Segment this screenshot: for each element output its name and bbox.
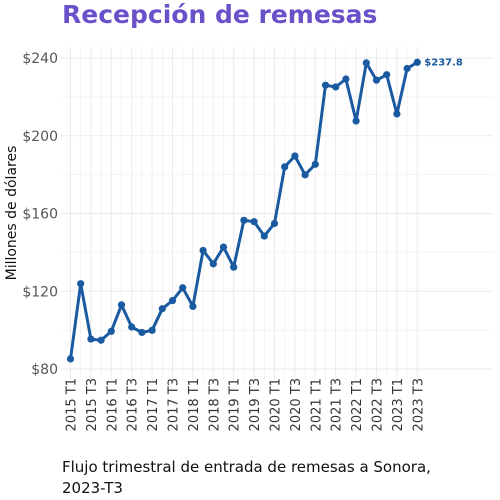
data-point [199, 246, 207, 255]
y-tick-label: $200 [22, 129, 58, 145]
x-tick-label: 2018 T3 [207, 378, 222, 431]
data-point [179, 284, 187, 292]
data-point [372, 76, 381, 84]
data-point [158, 305, 166, 313]
end-value-label: $237.8 [424, 57, 463, 68]
y-tick-label: $120 [22, 284, 58, 300]
data-point [291, 152, 299, 160]
data-point [311, 160, 319, 168]
data-point [107, 327, 115, 335]
data-point [342, 75, 350, 83]
x-tick-label: 2021 T1 [309, 378, 324, 431]
data-point [87, 335, 95, 343]
data-point [332, 83, 340, 91]
x-tick-label: 2019 T3 [248, 378, 263, 431]
data-point [230, 263, 238, 271]
data-point [219, 243, 228, 251]
data-point [301, 171, 309, 179]
x-tick-label: 2017 T1 [146, 378, 161, 431]
data-point [209, 260, 217, 268]
data-point [97, 336, 105, 344]
data-point [148, 326, 156, 334]
x-tick-label: 2016 T3 [126, 378, 141, 431]
data-point [362, 59, 370, 67]
data-point [413, 58, 421, 66]
data-point [352, 117, 360, 125]
data-point [281, 163, 289, 171]
x-tick-label: 2020 T3 [289, 378, 304, 431]
data-point [168, 296, 177, 305]
data-point [260, 232, 268, 240]
data-point [383, 71, 391, 79]
data-point [270, 219, 279, 228]
x-tick-label: 2023 T3 [411, 378, 426, 431]
data-point [189, 302, 197, 311]
y-axis-ticks: $80 $120 $160 $200 $240 [22, 51, 58, 378]
data-point [138, 328, 146, 337]
y-axis-label: Millones de dólares [4, 146, 20, 281]
page-title: Recepción de remesas [62, 0, 378, 29]
data-point [77, 280, 85, 288]
data-point [250, 218, 258, 226]
series-layer [66, 58, 421, 363]
x-tick-label: 2023 T1 [391, 378, 406, 431]
chart-caption: Flujo trimestral de entrada de remesas a… [62, 458, 431, 497]
data-point [240, 216, 248, 224]
x-tick-label: 2020 T1 [269, 378, 284, 431]
data-point [117, 301, 126, 309]
x-tick-label: 2015 T3 [85, 378, 100, 431]
data-point [66, 355, 75, 363]
data-point [321, 81, 330, 89]
y-tick-label: $160 [22, 207, 58, 223]
x-tick-label: 2015 T1 [65, 378, 80, 431]
x-tick-label: 2022 T1 [350, 378, 365, 431]
grid [61, 47, 493, 380]
x-tick-label: 2021 T3 [330, 378, 345, 431]
x-tick-label: 2017 T3 [167, 378, 182, 431]
x-tick-label: 2022 T3 [371, 378, 386, 431]
data-point [128, 323, 136, 331]
y-tick-label: $240 [22, 51, 58, 67]
x-tick-label: 2016 T1 [105, 378, 120, 431]
x-tick-label: 2019 T1 [228, 378, 243, 431]
x-tick-label: 2018 T1 [187, 378, 202, 431]
y-tick-label: $80 [31, 362, 58, 378]
x-axis-ticks: 2015 T1 2015 T3 2016 T1 2016 T3 2017 T1 2017 … [65, 378, 427, 431]
data-point [393, 110, 401, 118]
data-point [403, 64, 411, 73]
